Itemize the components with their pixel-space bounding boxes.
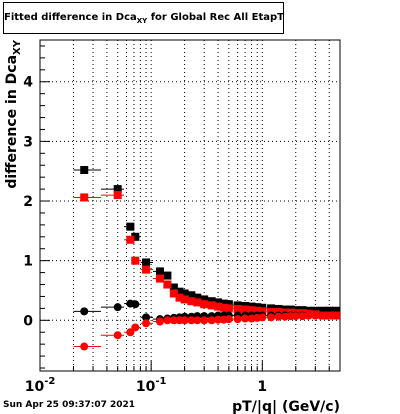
y-tick-label: 3: [23, 134, 33, 150]
data-point: [291, 312, 300, 321]
data-point: [169, 283, 178, 292]
axis-ticks: [39, 45, 341, 371]
data-point: [169, 289, 178, 298]
data-point: [241, 314, 250, 323]
data-point: [155, 274, 164, 283]
data-point: [187, 297, 196, 306]
series-0: [73, 166, 340, 315]
data-point: [163, 280, 172, 289]
y-tick-label: 2: [23, 194, 33, 210]
data-point: [113, 331, 122, 340]
data-point: [175, 287, 184, 296]
data-point: [126, 222, 135, 231]
data-point: [80, 342, 89, 351]
series-3: [73, 311, 340, 351]
data-point: [113, 185, 122, 194]
data-point: [193, 298, 202, 307]
data-point: [200, 300, 209, 309]
data-point: [163, 271, 172, 280]
data-point: [187, 316, 196, 325]
data-point: [142, 319, 151, 328]
data-point: [325, 311, 334, 320]
data-point: [131, 232, 140, 241]
data-point: [274, 312, 283, 321]
data-point: [142, 258, 151, 267]
data-point: [155, 317, 164, 326]
data-point: [131, 323, 140, 332]
plot-frame: [39, 39, 341, 372]
data-point: [214, 315, 223, 324]
data-point: [253, 306, 262, 315]
y-tick-label: 1: [23, 254, 33, 270]
data-point: [241, 305, 250, 314]
data-point: [180, 295, 189, 304]
data-point: [214, 302, 223, 311]
data-point: [233, 315, 242, 324]
timestamp: Sun Apr 25 09:37:07 2021: [3, 400, 136, 410]
data-point: [131, 300, 140, 309]
data-point: [80, 166, 89, 175]
chart-title-box: Fitted difference in DcaXY for Global Re…: [3, 2, 284, 34]
x-tick-label: 10-2: [25, 376, 56, 395]
data-point: [207, 301, 216, 310]
data-point: [331, 311, 340, 320]
data-point: [224, 315, 233, 324]
data-point: [155, 267, 164, 276]
data-point: [258, 307, 267, 316]
data-point: [318, 306, 327, 315]
data-point: [175, 293, 184, 302]
x-tick-label: 1: [257, 379, 267, 395]
data-point: [258, 313, 267, 322]
series-1: [73, 191, 340, 320]
data-point: [180, 289, 189, 298]
data-point: [180, 316, 189, 325]
data-point: [80, 193, 89, 202]
data-point: [219, 303, 228, 312]
data-point: [187, 291, 196, 300]
data-point: [298, 312, 307, 321]
data-point: [331, 306, 340, 315]
data-point: [267, 313, 276, 322]
data-point: [80, 307, 89, 316]
data-point: [163, 316, 172, 325]
data-point: [219, 299, 228, 308]
data-point: [233, 304, 242, 313]
data-point: [207, 297, 216, 306]
data-point: [224, 300, 233, 309]
data-point: [200, 295, 209, 304]
y-axis-title: difference in DcaXY: [4, 39, 23, 188]
data-point: [142, 265, 151, 274]
data-point: [113, 303, 122, 312]
data-point: [325, 306, 334, 315]
data-point: [193, 293, 202, 302]
data-point: [193, 316, 202, 325]
data-point: [126, 328, 135, 337]
x-tick-label: 10-1: [136, 376, 167, 395]
data-point: [207, 316, 216, 325]
data-point: [169, 316, 178, 325]
x-axis-title: pT/|q| (GeV/c): [232, 399, 340, 414]
data-point: [200, 316, 209, 325]
y-tick-label: 4: [23, 75, 33, 91]
data-point: [304, 311, 313, 320]
data-point: [126, 235, 135, 244]
data-point: [113, 191, 122, 200]
data-point: [214, 298, 223, 307]
data-point: [311, 311, 320, 320]
y-tick-label: 0: [23, 313, 33, 329]
data-point: [247, 306, 256, 315]
data-point: [131, 256, 140, 265]
data-point: [142, 313, 151, 322]
chart-title: Fitted difference in DcaXY for Global Re…: [4, 12, 284, 25]
data-point: [318, 311, 327, 320]
data-point: [224, 304, 233, 313]
